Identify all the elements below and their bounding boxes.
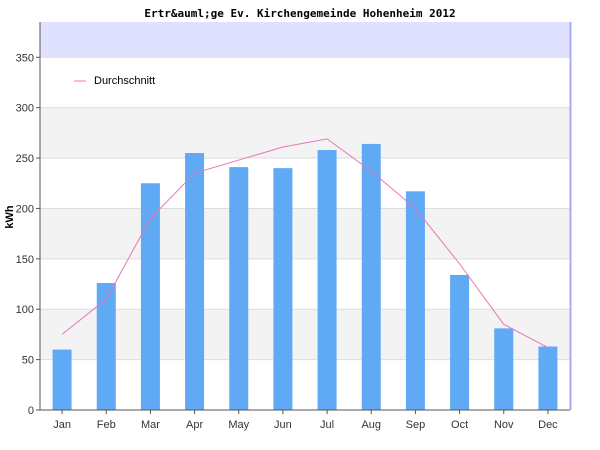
legend: Durchschnitt [74,75,155,87]
bar-mar [140,183,160,410]
legend-label-durchschnitt: Durchschnitt [94,75,155,87]
x-tick-label-jan: Jan [53,419,71,431]
y-tick-labels: 0 50 100 150 200 250 300 350 [16,52,40,417]
bar-series [52,143,558,410]
y-tick-label-150: 150 [16,254,34,266]
x-tick-label-dec: Dec [538,419,558,431]
y-axis-label: kWh [4,205,16,229]
band-150-200 [40,208,570,259]
bar-jun [273,168,293,410]
x-tick-label-apr: Apr [186,419,203,431]
y-tick-label-300: 300 [16,103,34,115]
chart-title: Ertr&auml;ge Ev. Kirchengemeinde Hohenhe… [144,7,455,20]
x-tick-label-oct: Oct [451,419,468,431]
x-tick-label-jul: Jul [320,419,334,431]
bar-feb [96,283,116,410]
band-100-150 [40,258,570,310]
y-tick-label-350: 350 [16,52,34,64]
axes [39,22,572,411]
bar-sep [405,191,425,410]
x-tick-label-aug: Aug [361,419,381,431]
x-tick-label-may: May [228,419,249,431]
bar-jan [52,349,72,410]
y-tick-label-0: 0 [28,405,34,417]
bar-jul [317,149,337,410]
x-tick-labels: Jan Feb Mar Apr May Jun Jul Aug Sep Oct Nov Dec [53,410,558,431]
bar-aug [361,143,381,410]
band-200-250 [40,158,570,209]
band-top [40,22,570,58]
y-tick-label-100: 100 [16,304,34,316]
average-line-series [61,138,549,348]
x-tick-label-nov: Nov [494,419,514,431]
x-tick-label-mar: Mar [141,419,160,431]
y-tick-label-250: 250 [16,153,34,165]
band-50-100 [40,309,570,360]
band-0-50 [40,359,570,410]
durchschnitt-line [61,138,549,348]
band-300-350 [40,57,570,108]
x-tick-label-jun: Jun [274,419,292,431]
bar-dec [538,346,558,410]
bar-apr [185,153,205,410]
x-tick-label-feb: Feb [97,419,116,431]
band-250-300 [40,107,570,159]
y-tick-label-50: 50 [22,355,34,367]
x-tick-label-sep: Sep [406,419,426,431]
background-bands [40,22,570,410]
y-tick-label-200: 200 [16,203,34,215]
bar-oct [450,274,470,410]
bar-may [229,167,249,410]
bar-nov [494,328,514,410]
